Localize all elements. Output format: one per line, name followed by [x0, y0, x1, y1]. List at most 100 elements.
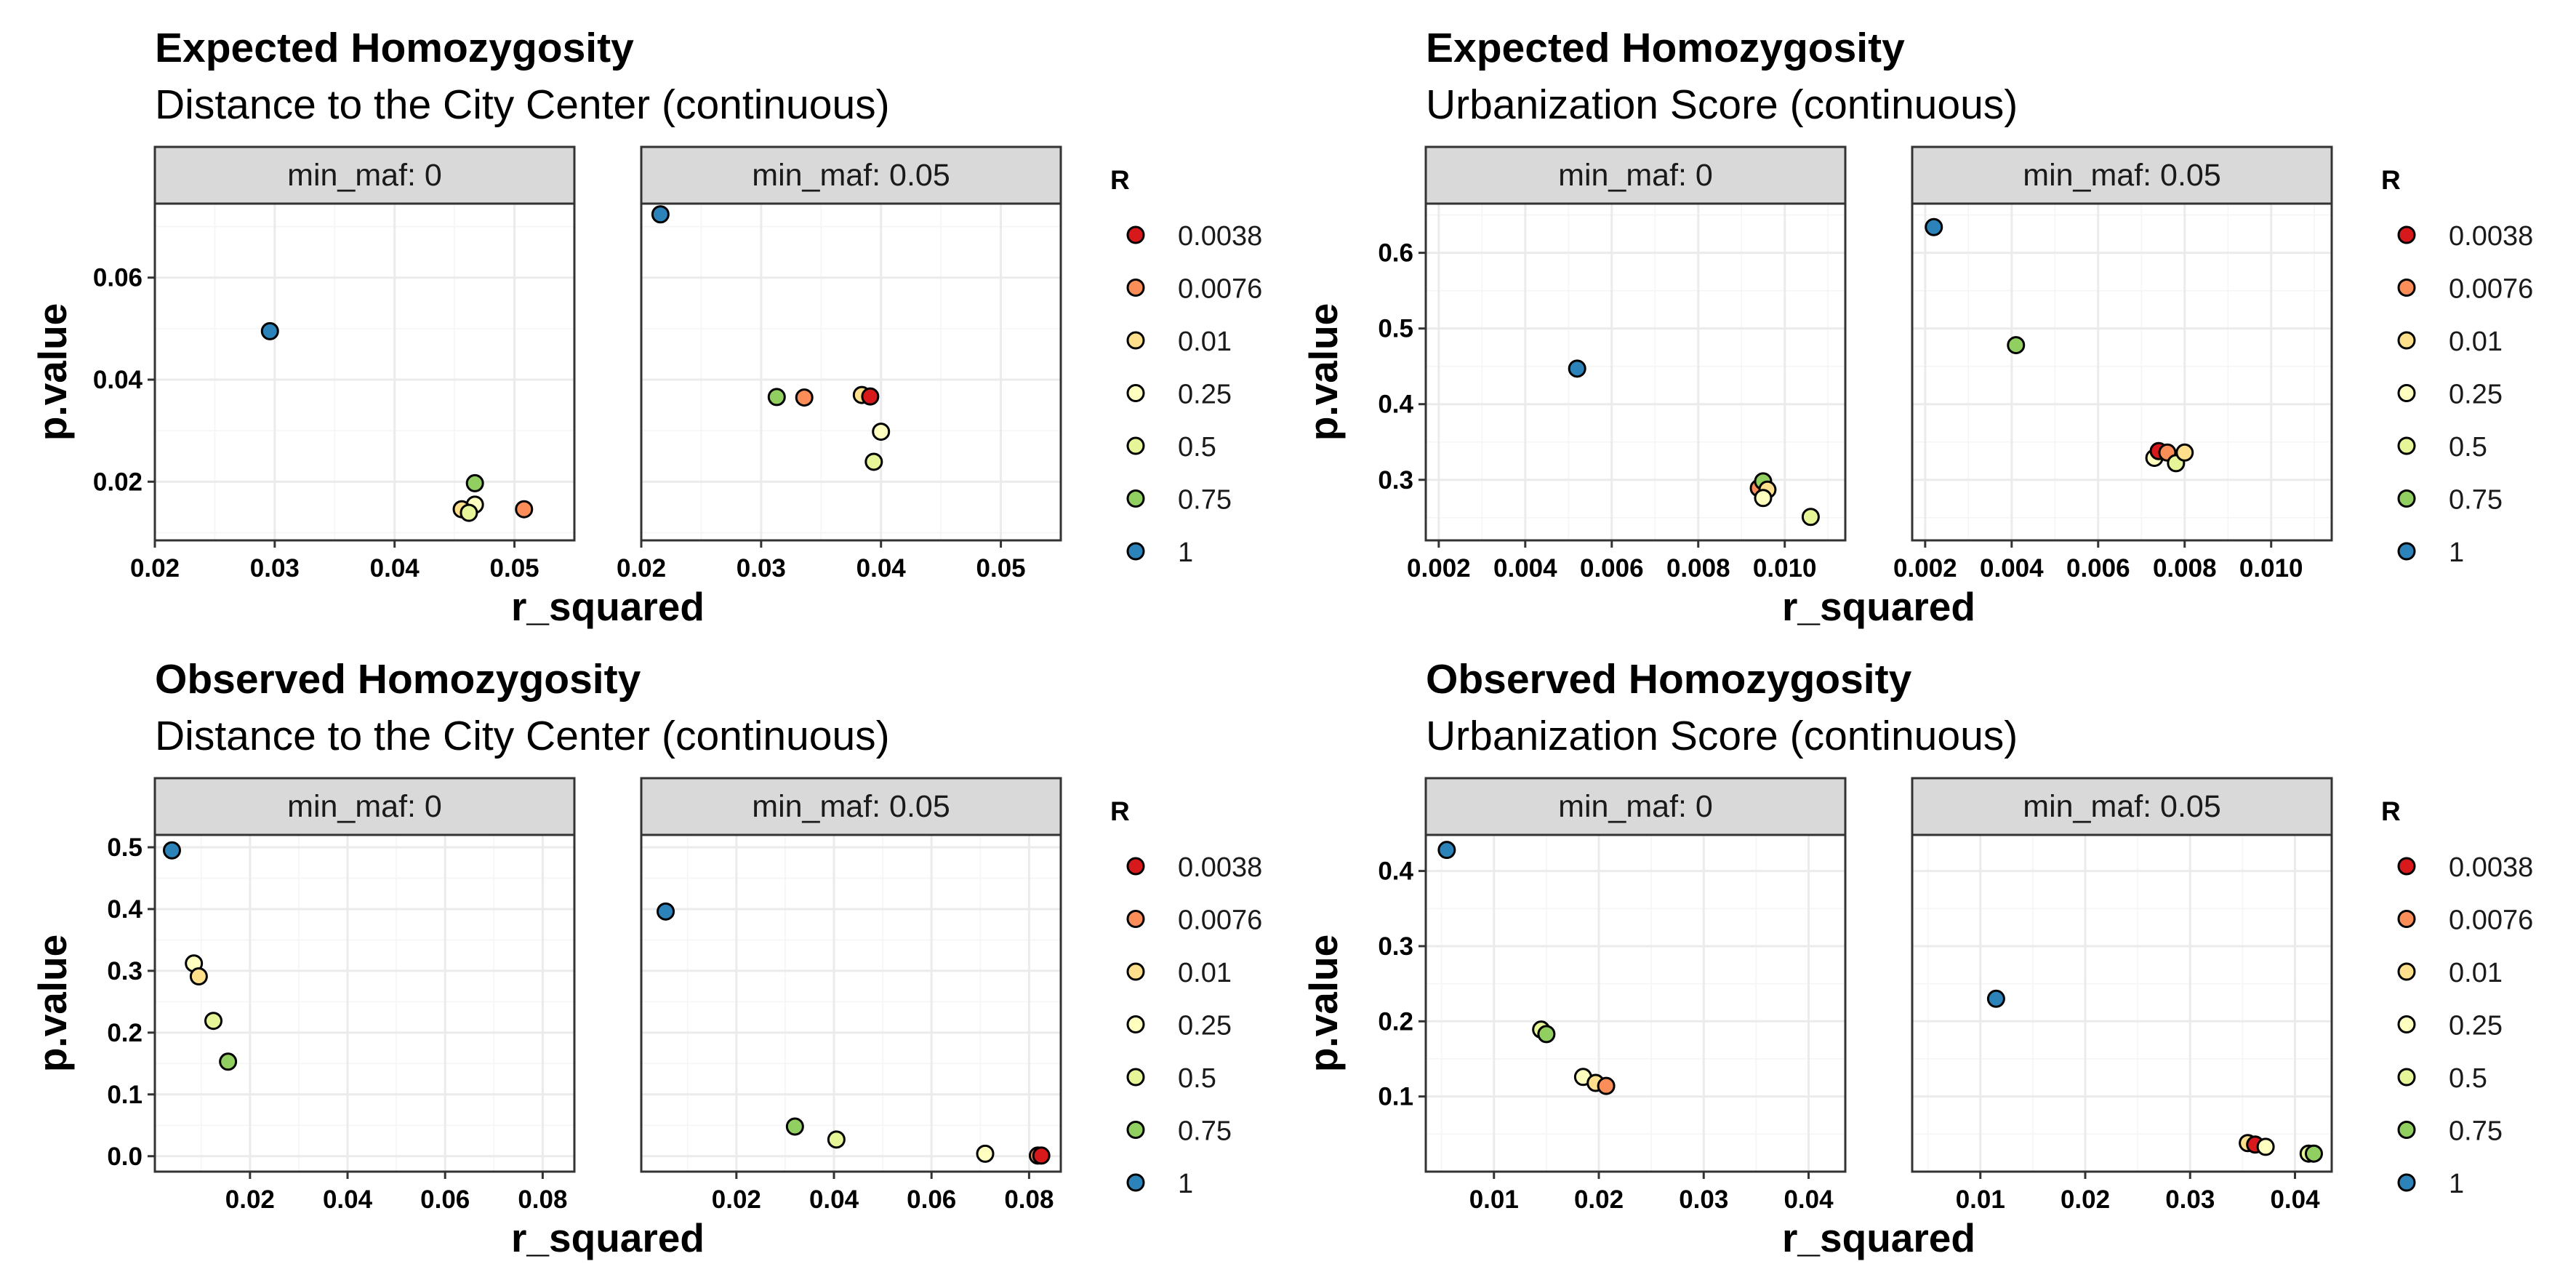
x-tick-label: 0.08: [518, 1185, 567, 1214]
data-point: [1437, 841, 1456, 860]
panel-background: [641, 835, 1061, 1172]
data-point: [827, 1130, 846, 1149]
facet-strip-label: min_maf: 0: [287, 158, 442, 193]
legend-title: R: [2381, 165, 2401, 195]
chart-title: Expected Homozygosity: [155, 25, 634, 71]
x-tick-label: 0.04: [1783, 1185, 1834, 1214]
y-tick-label: 0.02: [93, 468, 143, 496]
panel-border: [1424, 202, 1847, 542]
x-tick-label: 0.01: [1956, 1185, 2005, 1214]
legend-label: 0.0038: [1178, 852, 1262, 883]
facet-strip: [1424, 145, 1847, 205]
legend: R 0.0038 0.0076 0.01 0.25 0.5 0.75 1: [2381, 165, 2533, 568]
facet-strip-label: min_maf: 0: [1558, 158, 1713, 193]
y-axis-label: p.value: [30, 303, 75, 441]
panel-border: [153, 833, 576, 1173]
facet-2: min_maf: 0.05 0.02 0.03 0.04 0.05: [617, 145, 1062, 583]
data-point: [515, 500, 534, 519]
y-tick-label: 0.5: [1378, 315, 1413, 343]
data-point: [1597, 1076, 1616, 1095]
legend-label: 0.75: [2449, 485, 2503, 516]
legend-label: 0.01: [1178, 958, 1232, 988]
legend-key: [1126, 1068, 1145, 1087]
legend-key: [2397, 489, 2416, 508]
y-axis-label: p.value: [30, 935, 75, 1073]
chart-subtitle: Distance to the City Center (continuous): [155, 713, 890, 759]
y-tick-label: 0.4: [1378, 391, 1413, 419]
chart-3: Observed Homozygosity Distance to the Cit…: [30, 656, 1262, 1260]
facet-strip-label: min_maf: 0.05: [2023, 789, 2220, 824]
y-tick-label: 0.2: [1378, 1007, 1413, 1036]
chart-title: Expected Homozygosity: [1426, 25, 1905, 71]
legend-label: 1: [2449, 1169, 2464, 1199]
legend-label: 0.5: [2449, 432, 2487, 463]
legend-label: 0.5: [1178, 1063, 1216, 1094]
legend-label: 0.75: [2449, 1116, 2503, 1147]
panel-background: [155, 204, 574, 540]
x-tick-label: 0.006: [2066, 554, 2130, 583]
y-tick-label: 0.3: [107, 957, 143, 985]
y-tick-label: 0.2: [107, 1019, 143, 1047]
data-point: [2256, 1137, 2275, 1156]
y-axis-label: p.value: [1301, 303, 1346, 441]
legend-key: [2397, 331, 2416, 350]
legend-key: [1126, 225, 1145, 244]
legend-label: 1: [2449, 537, 2464, 568]
legend: R 0.0038 0.0076 0.01 0.25 0.5 0.75 1: [2381, 796, 2533, 1199]
data-point: [1925, 217, 1943, 236]
data-point: [465, 473, 484, 492]
legend-title: R: [1110, 165, 1130, 195]
legend-label: 0.75: [1178, 485, 1232, 516]
data-point: [795, 388, 814, 407]
facet-2: min_maf: 0.05 0.02 0.04 0.06 0.08: [640, 777, 1062, 1214]
x-axis-label: r_squared: [1782, 584, 1975, 629]
y-axis-label: p.value: [1301, 935, 1346, 1073]
x-tick-label: 0.01: [1469, 1185, 1519, 1214]
legend-key: [1126, 910, 1145, 928]
data-point: [2175, 443, 2194, 462]
legend-title: R: [2381, 796, 2401, 826]
x-tick-label: 0.04: [809, 1185, 859, 1214]
data-point: [1754, 489, 1773, 508]
x-tick-label: 0.02: [2061, 1185, 2110, 1214]
facet-2: min_maf: 0.05 0.002 0.004 0.006 0.008 0.010: [1893, 145, 2333, 583]
legend-label: 0.25: [2449, 1011, 2503, 1041]
data-point: [1537, 1025, 1556, 1044]
y-tick-label: 0.6: [1378, 239, 1413, 268]
legend-label: 0.0076: [1178, 905, 1262, 936]
legend-key: [1126, 542, 1145, 561]
facet-1: min_maf: 0 0.02 0.04 0.06 0.08 0.0 0.1 0.2 0.3 0.…: [107, 777, 576, 1214]
data-point: [872, 423, 891, 441]
legend-key: [2397, 910, 2416, 928]
x-axis-label: r_squared: [511, 584, 705, 629]
x-tick-label: 0.03: [2165, 1185, 2215, 1214]
data-point: [767, 388, 786, 407]
data-point: [657, 902, 675, 921]
x-tick-label: 0.04: [323, 1185, 373, 1214]
y-tick-label: 0.4: [107, 895, 143, 924]
legend-label: 0.25: [1178, 1011, 1232, 1041]
legend-key: [1126, 331, 1145, 350]
x-tick-label: 0.03: [737, 554, 786, 583]
panel-border: [1424, 833, 1847, 1173]
x-tick-label: 0.02: [712, 1185, 761, 1214]
facet-strip-label: min_maf: 0.05: [2023, 158, 2220, 193]
legend-label: 1: [1178, 1169, 1193, 1199]
x-tick-label: 0.02: [1574, 1185, 1624, 1214]
legend-label: 0.75: [1178, 1116, 1232, 1147]
y-tick-label: 0.3: [1378, 932, 1413, 961]
y-tick-label: 0.1: [107, 1081, 143, 1109]
panel-border: [1911, 833, 2333, 1173]
facet-strip: [153, 777, 576, 836]
panel-border: [1911, 202, 2333, 542]
legend-label: 0.01: [2449, 958, 2503, 988]
panel-background: [1912, 204, 2332, 540]
legend-key: [2397, 1015, 2416, 1033]
legend-key: [2397, 279, 2416, 297]
data-point: [861, 387, 880, 406]
chart-4: Observed Homozygosity Urbanization Score …: [1301, 656, 2533, 1260]
legend-label: 0.0076: [2449, 905, 2533, 936]
data-point: [189, 967, 208, 986]
legend-key: [1126, 857, 1145, 876]
legend-label: 0.0076: [1178, 274, 1262, 305]
